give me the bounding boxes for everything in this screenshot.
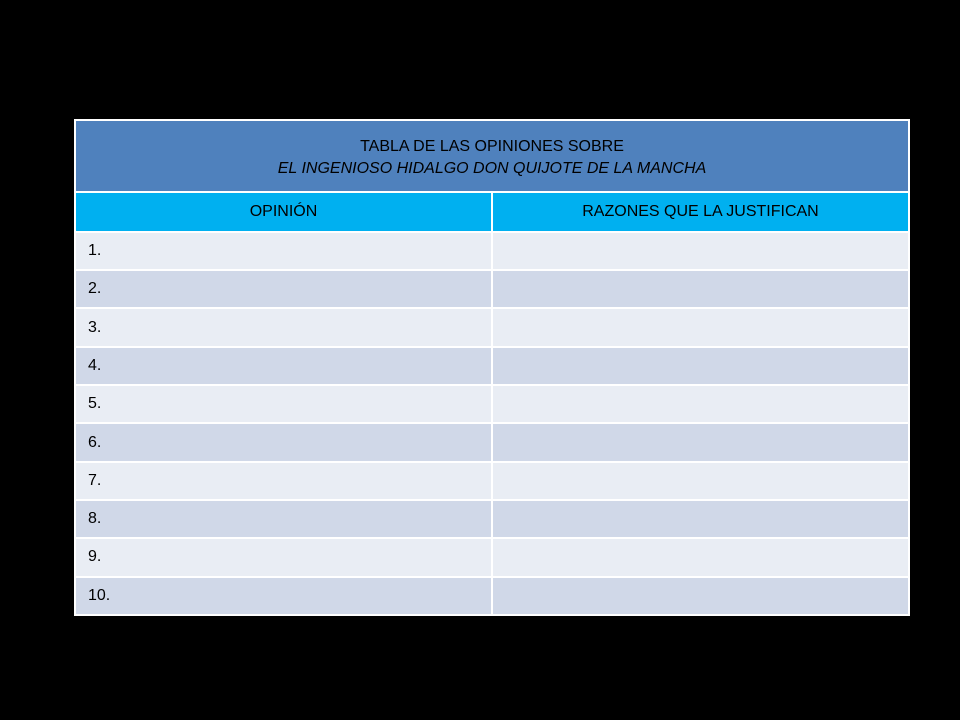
razones-cell[interactable]: [491, 384, 910, 425]
table-title: TABLA DE LAS OPINIONES SOBRE EL INGENIOS…: [74, 118, 910, 194]
table-title-row: TABLA DE LAS OPINIONES SOBRE EL INGENIOS…: [74, 118, 910, 194]
opinion-cell[interactable]: 3.: [74, 307, 493, 348]
opinion-cell[interactable]: 8.: [74, 499, 493, 540]
opinion-cell[interactable]: 9.: [74, 537, 493, 578]
table-row: 9.: [74, 537, 910, 578]
opinion-cell[interactable]: 5.: [74, 384, 493, 425]
opinion-cell[interactable]: 4.: [74, 345, 493, 387]
table-row: 1.: [74, 230, 910, 272]
opinion-cell[interactable]: 1.: [74, 230, 493, 272]
table-row: 2.: [74, 269, 910, 310]
razones-cell[interactable]: [491, 307, 910, 348]
razones-cell[interactable]: [491, 575, 910, 617]
opinion-cell[interactable]: 7.: [74, 460, 493, 502]
razones-cell[interactable]: [491, 499, 910, 540]
opinion-cell[interactable]: 10.: [74, 575, 493, 617]
opinion-cell[interactable]: 2.: [74, 269, 493, 310]
table-row: 7.: [74, 460, 910, 502]
razones-cell[interactable]: [491, 230, 910, 272]
table-row: 8.: [74, 499, 910, 540]
razones-cell[interactable]: [491, 537, 910, 578]
column-header-opinion: OPINIÓN: [74, 191, 493, 233]
razones-cell[interactable]: [491, 460, 910, 502]
razones-cell[interactable]: [491, 422, 910, 463]
table-row: 3.: [74, 307, 910, 348]
opinions-table-container: TABLA DE LAS OPINIONES SOBRE EL INGENIOS…: [74, 118, 910, 617]
razones-cell[interactable]: [491, 269, 910, 310]
table-row: 6.: [74, 422, 910, 463]
column-header-razones: RAZONES QUE LA JUSTIFICAN: [491, 191, 910, 233]
opinion-cell[interactable]: 6.: [74, 422, 493, 463]
table-row: 10.: [74, 575, 910, 617]
column-header-row: OPINIÓN RAZONES QUE LA JUSTIFICAN: [74, 191, 910, 233]
table-row: 4.: [74, 345, 910, 387]
table-title-line1: TABLA DE LAS OPINIONES SOBRE: [360, 138, 624, 156]
opinions-table: TABLA DE LAS OPINIONES SOBRE EL INGENIOS…: [74, 118, 910, 617]
razones-cell[interactable]: [491, 345, 910, 387]
table-title-line2: EL INGENIOSO HIDALGO DON QUIJOTE DE LA M…: [277, 160, 707, 178]
table-row: 5.: [74, 384, 910, 425]
